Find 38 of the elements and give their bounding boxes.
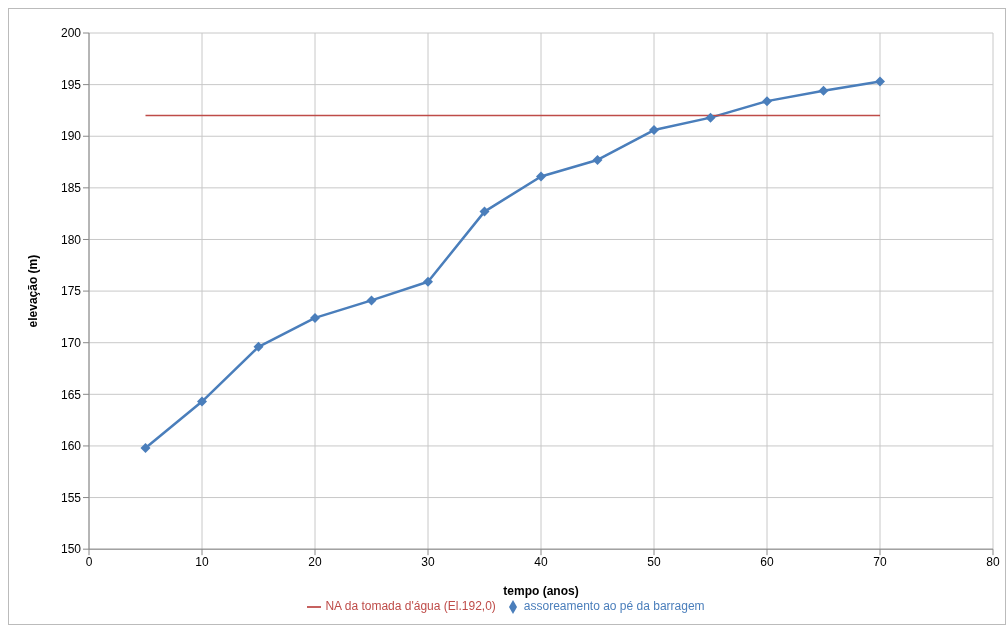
x-tick-label: 30: [421, 554, 435, 569]
y-axis-title: elevação (m): [26, 254, 41, 328]
x-tick-label: 80: [986, 554, 1000, 569]
y-tick-label: 185: [60, 181, 82, 196]
point: [423, 276, 433, 287]
point: [536, 171, 546, 182]
y-tick-label: 175: [60, 284, 82, 299]
point: [310, 312, 320, 323]
y-tick-label: 190: [60, 129, 82, 144]
x-tick-label: 20: [308, 554, 322, 569]
y-tick-label: 170: [60, 335, 82, 350]
point: [479, 206, 490, 217]
point: [705, 112, 716, 123]
x-tick-label: 10: [195, 554, 209, 569]
point: [875, 76, 885, 87]
point: [140, 443, 151, 453]
y-tick-label: 200: [60, 26, 82, 41]
y-tick-label: 180: [60, 232, 82, 247]
point: [592, 154, 603, 165]
x-tick-label: 60: [760, 554, 774, 569]
x-axis-title: tempo (anos): [503, 584, 579, 599]
x-tick-label: 40: [534, 554, 548, 569]
y-tick-label: 155: [60, 490, 82, 505]
x-tick-label: 50: [647, 554, 661, 569]
y-tick-label: 195: [60, 77, 82, 92]
point: [197, 396, 207, 407]
point: [366, 295, 377, 306]
y-tick-label: 150: [60, 542, 82, 557]
legend-label: assoreamento ao pé da barragem: [523, 599, 705, 614]
y-tick-label: 160: [60, 439, 82, 454]
point: [762, 96, 772, 107]
x-tick-label: 70: [873, 554, 887, 569]
point: [253, 341, 264, 352]
x-tick-label: 0: [85, 554, 93, 569]
y-tick-label: 165: [60, 387, 82, 402]
legend-label: NA da tomada d'água (El.192,0): [325, 599, 496, 614]
point: [818, 85, 829, 96]
point: [649, 125, 659, 136]
